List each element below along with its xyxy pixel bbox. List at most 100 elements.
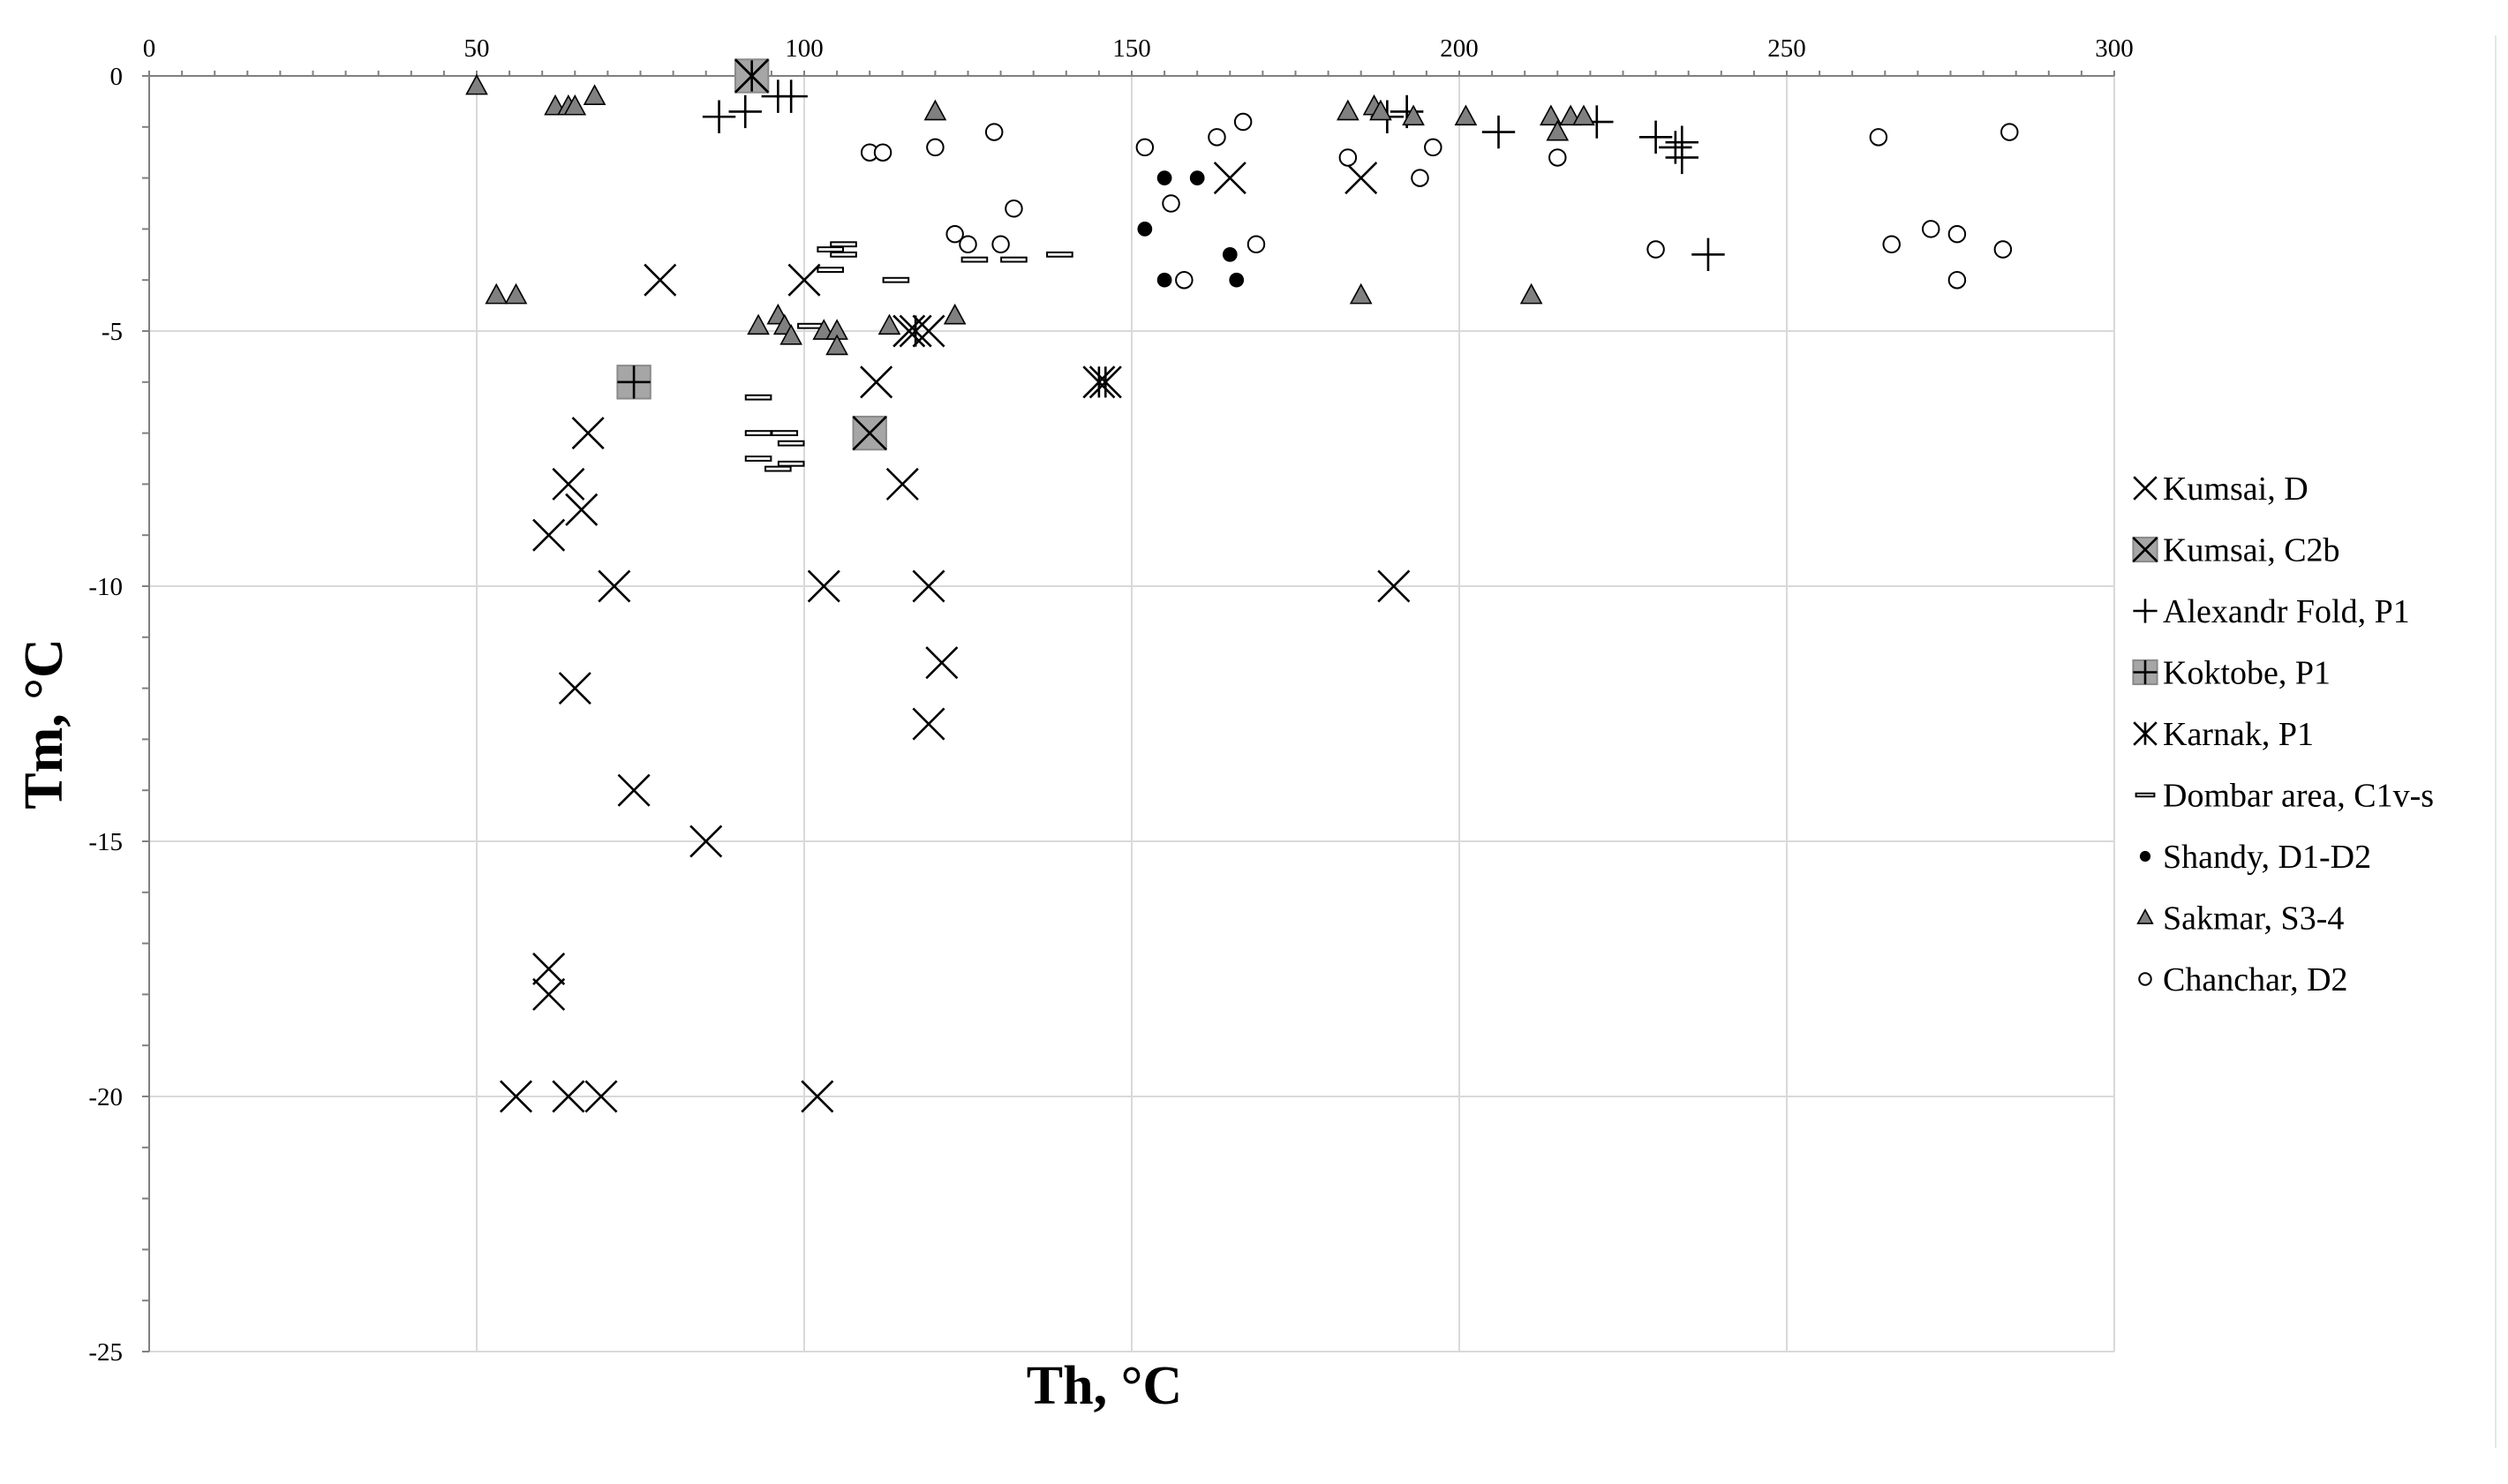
legend-label: Karnak, P1 [2163,716,2314,753]
data-point [899,314,932,348]
data-point [616,365,651,400]
y-tick-label: -5 [102,318,123,346]
data-point [485,282,508,305]
data-point [787,263,821,297]
legend-item: Sakmar, S3-4 [2136,900,2344,938]
data-point [817,246,844,252]
x-tick-label: 150 [1112,34,1151,63]
legend-marker [2133,721,2158,746]
data-point [1349,282,1373,305]
data-point [777,440,805,447]
data-point [1402,104,1425,126]
data-point [1540,104,1563,126]
data-point [747,313,770,335]
data-point [860,365,893,399]
data-point [532,977,566,1011]
data-point [764,465,792,472]
legend-marker [2139,850,2151,863]
data-point [1369,99,1392,121]
data-point [728,94,762,129]
data-point [817,267,844,274]
data-point [1135,138,1155,157]
data-point [923,99,947,121]
x-tick-label: 0 [143,34,156,63]
data-point [771,430,799,437]
data-point [583,84,606,105]
legend-item: Dombar area, C1v-s [2135,778,2434,815]
data-point [1162,194,1180,213]
y-axis-title: Tm, °C [14,638,74,810]
legend-item: Kumsai, D [2133,471,2308,508]
data-point [735,59,769,93]
data-point [852,415,887,451]
y-tick-label: -10 [88,573,123,601]
data-point [1229,272,1245,288]
legend-item: Koktobe, P1 [2132,655,2331,692]
data-point [926,138,945,157]
legend-marker [2136,908,2154,924]
data-point [882,276,910,283]
legend-label: Alexandr Fold, P1 [2163,593,2410,630]
legend-item: Karnak, P1 [2133,716,2314,753]
data-point [552,467,585,501]
data-point [1000,256,1028,263]
data-point [877,313,901,335]
y-tick-label: -20 [88,1083,123,1111]
data-point [1156,170,1172,185]
data-point [959,235,977,253]
legend-item: Kumsai, C2b [2132,532,2340,569]
data-point [1246,235,1266,253]
x-tick-label: 250 [1767,34,1806,63]
data-point [702,100,736,133]
data-point [617,773,651,807]
data-point [1546,119,1570,141]
data-point [1481,115,1516,149]
data-point [1572,104,1595,126]
legend-label: Shandy, D1-D2 [2163,839,2371,876]
data-point [1233,112,1253,132]
data-point [960,256,989,263]
data-point [689,825,723,858]
data-point [830,251,857,258]
y-tick-label: -25 [88,1338,123,1367]
data-point [744,394,772,401]
data-point [825,334,848,356]
legend-marker [2135,792,2156,798]
legend-marker [2133,476,2158,501]
data-point [598,569,631,603]
legend-label: Kumsai, C2b [2163,532,2340,569]
data-point [552,1080,585,1113]
data-point [1659,131,1692,164]
data-point [2000,123,2019,141]
legend-marker [2132,659,2158,686]
data-point [830,241,857,248]
data-point [912,569,945,603]
data-point [777,460,805,467]
legend-label: Chanchar, D2 [2163,961,2348,998]
data-point [774,79,808,113]
data-point [885,467,919,501]
data-point [991,235,1010,253]
x-tick-label: 300 [2095,34,2134,63]
data-point [1046,251,1073,258]
data-point [1213,162,1246,195]
legend-item: Chanchar, D2 [2138,961,2348,998]
data-point [1156,272,1172,288]
legend-label: Dombar area, C1v-s [2163,778,2434,815]
data-point [912,707,945,741]
data-point [1424,138,1442,157]
data-point [801,1080,834,1113]
data-point [1548,148,1567,167]
legend-item: Alexandr Fold, P1 [2133,593,2410,630]
data-point [558,672,591,705]
data-point [500,1080,533,1113]
data-point [1175,270,1194,290]
data-point [532,518,566,552]
data-point [1519,282,1543,305]
legend-label: Sakmar, S3-4 [2163,900,2344,938]
data-point [925,646,959,680]
data-point [1082,365,1116,399]
data-point [571,417,605,450]
right-border-line [2495,35,2497,1448]
